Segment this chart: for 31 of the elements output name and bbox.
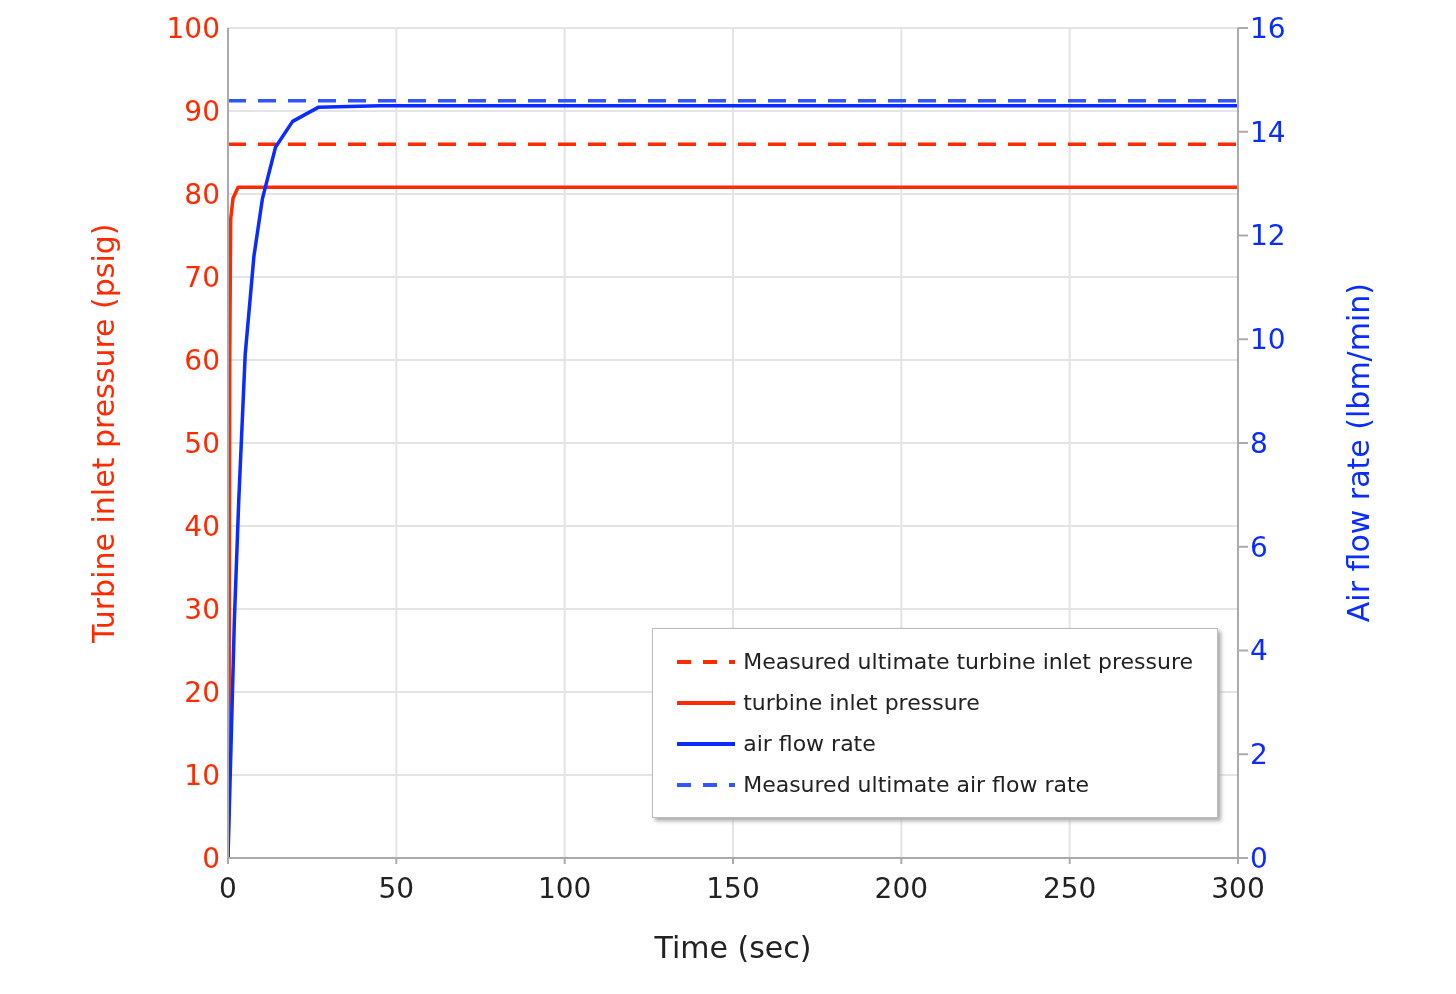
y2-tick-label: 12 xyxy=(1250,219,1286,253)
y-tick-label: 100 xyxy=(166,11,220,45)
y-tick-label: 30 xyxy=(184,592,220,626)
y-tick-label: 90 xyxy=(184,94,220,128)
x-tick-label: 200 xyxy=(874,871,929,905)
y-tick-label: 50 xyxy=(184,426,220,460)
x-tick-label: 100 xyxy=(537,871,592,905)
y-tick-label: 20 xyxy=(184,675,220,709)
legend-label: Measured ultimate turbine inlet pressure xyxy=(743,649,1193,674)
legend-label: Measured ultimate air flow rate xyxy=(743,772,1090,797)
y-tick-label: 70 xyxy=(184,260,220,294)
y-tick-label: 80 xyxy=(184,177,220,211)
y2-tick-label: 16 xyxy=(1250,11,1286,45)
y2-tick-label: 14 xyxy=(1250,115,1286,149)
y2-tick-label: 4 xyxy=(1250,634,1268,668)
y2-tick-label: 8 xyxy=(1250,426,1268,460)
y-axis-title: Turbine inlet pressure (psig) xyxy=(85,223,121,644)
y2-tick-label: 10 xyxy=(1250,323,1286,357)
legend-label: turbine inlet pressure xyxy=(743,690,980,715)
y2-axis-title: Air flow rate (lbm/min) xyxy=(1340,283,1376,623)
y2-tick-label: 2 xyxy=(1250,738,1268,772)
x-axis-title: Time (sec) xyxy=(653,930,812,965)
y-tick-label: 10 xyxy=(184,758,220,792)
y2-tick-label: 6 xyxy=(1250,530,1268,564)
x-tick-label: 150 xyxy=(706,871,760,905)
y-tick-label: 60 xyxy=(184,343,220,377)
x-tick-label: 50 xyxy=(378,871,415,905)
y-tick-label: 40 xyxy=(184,509,220,543)
legend-label: air flow rate xyxy=(743,731,876,756)
x-tick-label: 250 xyxy=(1042,871,1097,905)
y-tick-label: 0 xyxy=(202,841,220,875)
